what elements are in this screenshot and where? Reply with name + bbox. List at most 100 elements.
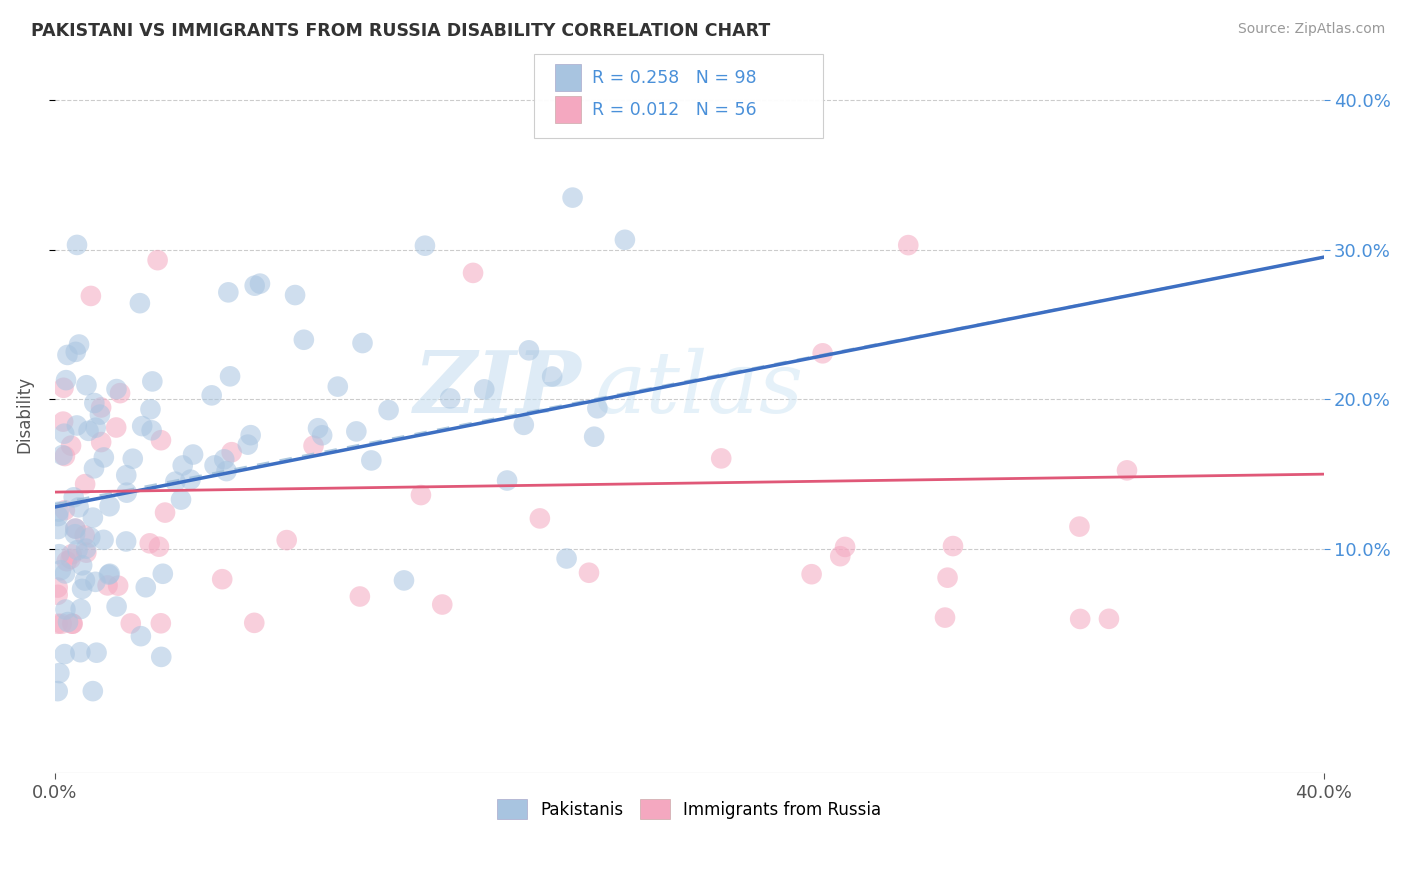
Text: PAKISTANI VS IMMIGRANTS FROM RUSSIA DISABILITY CORRELATION CHART: PAKISTANI VS IMMIGRANTS FROM RUSSIA DISA…	[31, 22, 770, 40]
Point	[115, 468, 138, 483]
Point	[48, 666, 70, 681]
Point	[77, 424, 100, 438]
Point	[65, 522, 87, 536]
Point	[89, 408, 111, 422]
Point	[215, 464, 238, 478]
Text: R = 0.012   N = 56: R = 0.012 N = 56	[592, 101, 756, 119]
Point	[70, 558, 93, 573]
Point	[49, 563, 72, 577]
Point	[62, 616, 84, 631]
Point	[311, 428, 333, 442]
Point	[90, 401, 112, 415]
Point	[73, 574, 96, 588]
Point	[710, 451, 733, 466]
Point	[212, 452, 235, 467]
Point	[63, 527, 86, 541]
Point	[93, 450, 115, 465]
Point	[249, 277, 271, 291]
Point	[513, 417, 536, 432]
Point	[172, 458, 194, 473]
Point	[97, 567, 120, 582]
Point	[83, 461, 105, 475]
Point	[170, 492, 193, 507]
Point	[55, 554, 77, 568]
Point	[146, 253, 169, 268]
Point	[73, 528, 96, 542]
Point	[66, 238, 89, 252]
Point	[90, 435, 112, 450]
Point	[69, 645, 91, 659]
Point	[586, 401, 609, 416]
Point	[46, 522, 69, 536]
Point	[75, 546, 97, 560]
Point	[93, 533, 115, 547]
Point	[105, 382, 128, 396]
Point	[55, 602, 77, 616]
Point	[432, 598, 454, 612]
Point	[86, 646, 108, 660]
Point	[578, 566, 600, 580]
Point	[46, 684, 69, 698]
Point	[1116, 463, 1139, 477]
Point	[165, 475, 187, 489]
Point	[834, 540, 856, 554]
Point	[211, 572, 233, 586]
Point	[67, 337, 90, 351]
Point	[217, 285, 239, 300]
Point	[349, 590, 371, 604]
Point	[1098, 612, 1121, 626]
Text: R = 0.258   N = 98: R = 0.258 N = 98	[592, 69, 756, 87]
Point	[53, 449, 76, 463]
Point	[53, 426, 76, 441]
Point	[204, 458, 226, 473]
Point	[936, 571, 959, 585]
Point	[65, 522, 87, 536]
Point	[83, 396, 105, 410]
Point	[120, 616, 142, 631]
Point	[219, 369, 242, 384]
Point	[128, 296, 150, 310]
Point	[80, 289, 103, 303]
Point	[46, 588, 69, 602]
Point	[48, 547, 70, 561]
Point	[46, 581, 69, 595]
Point	[98, 566, 121, 581]
Point	[152, 566, 174, 581]
Point	[239, 428, 262, 442]
Point	[149, 616, 172, 631]
Point	[105, 420, 128, 434]
Point	[55, 373, 77, 387]
Point	[56, 348, 79, 362]
Point	[529, 511, 551, 525]
Y-axis label: Disability: Disability	[15, 376, 32, 453]
Point	[292, 333, 315, 347]
Point	[897, 238, 920, 252]
Point	[243, 615, 266, 630]
Point	[66, 418, 89, 433]
Point	[105, 599, 128, 614]
Point	[62, 491, 84, 505]
Point	[413, 238, 436, 252]
Point	[221, 445, 243, 459]
Point	[139, 402, 162, 417]
Point	[82, 684, 104, 698]
Point	[284, 288, 307, 302]
Point	[48, 505, 70, 519]
Point	[84, 420, 107, 434]
Point	[472, 382, 495, 396]
Point	[131, 419, 153, 434]
Point	[46, 616, 69, 631]
Point	[153, 506, 176, 520]
Point	[98, 500, 121, 514]
Point	[392, 574, 415, 588]
Point	[1069, 612, 1091, 626]
Point	[66, 543, 89, 558]
Point	[561, 191, 583, 205]
Point	[138, 536, 160, 550]
Legend: Pakistanis, Immigrants from Russia: Pakistanis, Immigrants from Russia	[491, 792, 889, 826]
Point	[326, 379, 349, 393]
Point	[613, 233, 636, 247]
Point	[352, 336, 374, 351]
Point	[800, 567, 823, 582]
Point	[59, 552, 82, 566]
